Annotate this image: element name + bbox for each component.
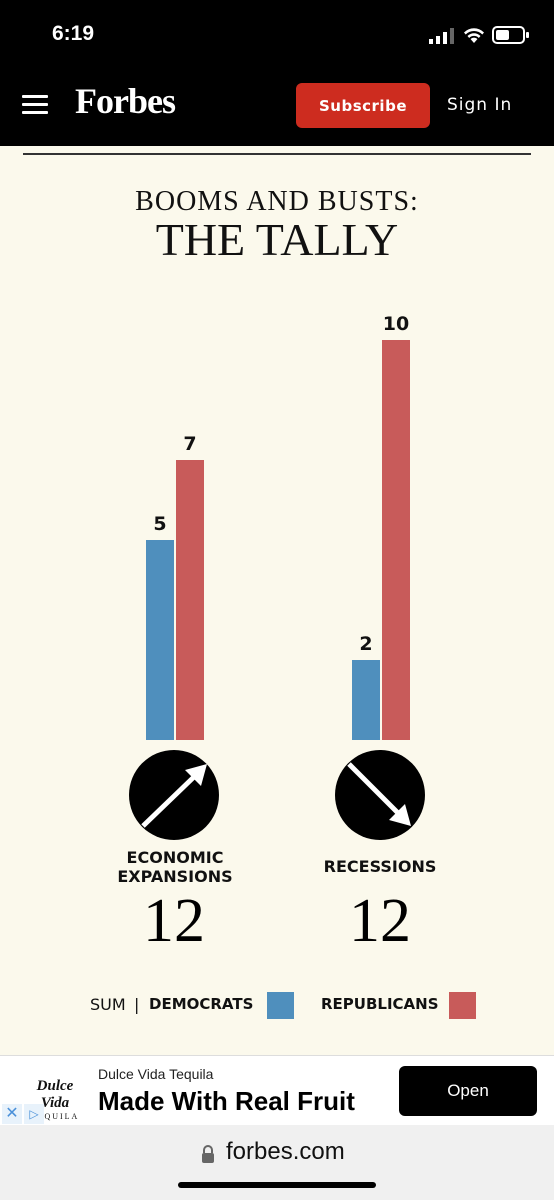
wifi-icon [464, 28, 484, 43]
ad-banner[interactable]: Dulce Vida TEQUILA Dulce Vida Tequila Ma… [0, 1055, 554, 1125]
arrow-down-right-icon [335, 750, 425, 840]
battery-icon [492, 26, 529, 44]
category-label-recessions: RECESSIONS [323, 857, 437, 876]
data-label-democrats-recessions: 2 [359, 633, 372, 655]
bar-republicans-recessions [382, 340, 410, 740]
bar-chart: 5 7 2 10 [146, 313, 410, 740]
advertiser-logo-subtext: TEQUILA [30, 1112, 80, 1121]
ad-advertiser: Dulce Vida Tequila [98, 1066, 214, 1082]
close-icon[interactable]: ✕ [2, 1104, 22, 1124]
advertiser-logo: Dulce Vida TEQUILA [24, 1066, 86, 1121]
subscribe-button[interactable]: Subscribe [296, 83, 430, 128]
status-time: 6:19 [52, 22, 95, 45]
ad-choices-icon[interactable]: ▷ [24, 1104, 44, 1124]
hamburger-menu-icon[interactable] [22, 95, 48, 115]
home-indicator [178, 1182, 376, 1188]
sign-in-link[interactable]: Sign In [447, 95, 513, 115]
bar-democrats-expansions [146, 540, 174, 740]
category-label-expansions: ECONOMIC EXPANSIONS [117, 848, 233, 886]
ad-headline: Made With Real Fruit [98, 1086, 355, 1116]
legend-prefix: SUM [90, 995, 126, 1014]
legend-swatch-republicans [449, 992, 476, 1019]
forbes-logo[interactable]: Forbes [75, 81, 176, 121]
bar-democrats-recessions [352, 660, 380, 740]
advertiser-logo-text: Dulce Vida [36, 1078, 74, 1111]
ad-open-button[interactable]: Open [399, 1066, 537, 1116]
chart-title: BOOMS AND BUSTS: [135, 186, 419, 217]
category-total-recessions: 12 [349, 887, 411, 955]
chart-legend: SUM | DEMOCRATS REPUBLICANS [0, 990, 554, 1020]
legend-swatch-democrats [267, 992, 294, 1019]
legend-separator: | [134, 995, 140, 1014]
data-label-republicans-recessions: 10 [383, 313, 409, 335]
chart-subtitle: THE TALLY [155, 214, 399, 265]
browser-url-bar: forbes.com [0, 1125, 554, 1200]
bar-republicans-expansions [176, 460, 204, 740]
data-label-republicans-expansions: 7 [183, 433, 196, 455]
category-total-expansions: 12 [143, 887, 205, 955]
status-bar: 6:19 [0, 0, 554, 70]
legend-label-republicans: REPUBLICANS [321, 995, 439, 1013]
signal-icon [429, 28, 454, 44]
arrow-up-right-icon [129, 750, 219, 840]
data-label-democrats-expansions: 5 [153, 513, 166, 535]
divider [23, 153, 531, 155]
site-header: Forbes Subscribe Sign In [0, 70, 554, 146]
lock-icon [202, 1145, 214, 1163]
url-text[interactable]: forbes.com [226, 1138, 345, 1165]
legend-label-democrats: DEMOCRATS [149, 995, 254, 1013]
